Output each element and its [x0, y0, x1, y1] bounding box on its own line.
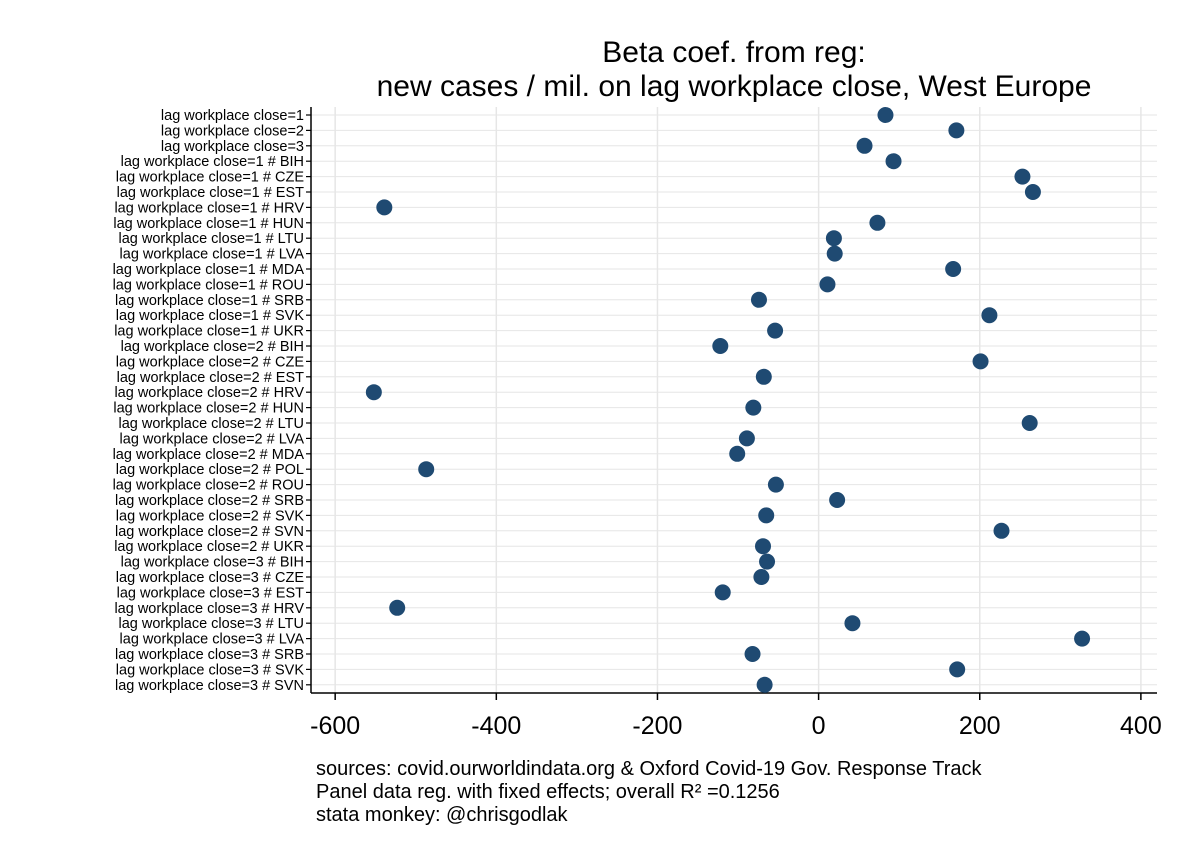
y-tick-label: lag workplace close=2 # HUN: [113, 401, 304, 417]
y-tick-label: lag workplace close=1 # SRB: [115, 293, 304, 309]
data-point: [885, 153, 902, 170]
y-tick-label: lag workplace close=3: [161, 139, 304, 155]
data-point: [714, 584, 731, 601]
y-tick-label: lag workplace close=2 # ROU: [113, 478, 304, 494]
y-tick-label: lag workplace close=2 # SRB: [115, 493, 304, 509]
data-point: [767, 476, 784, 493]
y-tick-label: lag workplace close=3 # SVK: [116, 662, 305, 678]
data-point: [1074, 630, 1091, 647]
y-tick-label: lag workplace close=2 # BIH: [121, 339, 304, 355]
data-point: [1024, 184, 1041, 200]
x-tick-label: 400: [1120, 712, 1162, 740]
data-point: [744, 646, 761, 662]
data-point: [844, 615, 861, 632]
data-point: [949, 661, 966, 678]
y-tick-label: lag workplace close=1 # BIH: [121, 154, 304, 170]
y-tick-label: lag workplace close=1 # HRV: [114, 200, 304, 216]
y-tick-label: lag workplace close=2 # MDA: [113, 447, 305, 463]
y-tick-label: lag workplace close=2: [161, 123, 304, 139]
y-tick-label: lag workplace close=3 # LVA: [120, 632, 305, 648]
data-point: [945, 261, 962, 277]
data-point: [758, 507, 775, 524]
data-point: [756, 676, 773, 693]
y-tick-label: lag workplace close=3 # EST: [117, 585, 305, 601]
data-point: [948, 122, 965, 139]
y-tick-label: lag workplace close=3 # LTU: [118, 616, 304, 632]
chart-title-line-1: Beta coef. from reg:: [602, 36, 865, 69]
y-tick-label: lag workplace close=2 # CZE: [116, 354, 305, 370]
data-point: [365, 384, 382, 401]
data-point: [755, 538, 772, 555]
data-point: [418, 461, 435, 478]
y-tick-label: lag workplace close=3 # CZE: [116, 570, 305, 586]
data-point: [829, 492, 846, 508]
x-tick-label: -600: [310, 712, 360, 740]
x-tick-label: 200: [959, 712, 1001, 740]
y-tick-label: lag workplace close=2 # POL: [116, 462, 304, 478]
data-point: [745, 399, 762, 416]
model-note: Panel data reg. with fixed effects; over…: [316, 781, 780, 803]
data-point: [877, 107, 894, 123]
y-tick-label: lag workplace close=1 # UKR: [114, 324, 304, 340]
y-tick-label: lag workplace close=2 # UKR: [114, 539, 304, 555]
y-tick-label: lag workplace close=1 # SVK: [116, 308, 305, 324]
data-point: [755, 368, 772, 385]
y-tick-label: lag workplace close=2 # SVK: [116, 508, 305, 524]
data-point: [753, 569, 770, 585]
y-tick-label: lag workplace close=2 # EST: [117, 370, 305, 386]
data-point: [869, 214, 886, 231]
data-point: [376, 199, 393, 216]
chart-title-line-2: new cases / mil. on lag workplace close,…: [377, 70, 1092, 103]
gridlines: [311, 107, 1157, 693]
data-point: [993, 522, 1010, 539]
y-tick-label: lag workplace close=2 # LTU: [118, 416, 304, 432]
y-tick-label: lag workplace close=1 # LTU: [118, 231, 304, 247]
data-point: [738, 430, 755, 447]
data-point: [856, 137, 873, 154]
y-tick-label: lag workplace close=3 # SRB: [115, 647, 304, 663]
data-point: [819, 276, 836, 293]
x-tick-labels: -600 -400 -200 0 200 400: [310, 712, 1162, 740]
x-tick-label: -200: [632, 712, 682, 740]
y-tick-label: lag workplace close=1 # ROU: [113, 277, 304, 293]
y-tick-label: lag workplace close=1 # HUN: [113, 216, 304, 232]
y-tick-label: lag workplace close=1 # LVA: [120, 247, 305, 263]
data-point: [981, 307, 998, 324]
data-point: [767, 322, 784, 339]
x-tick-label: 0: [812, 712, 826, 740]
y-tick-label: lag workplace close=3 # HRV: [114, 601, 304, 617]
data-point: [389, 599, 406, 616]
y-tick-label: lag workplace close=2 # HRV: [114, 385, 304, 401]
credit-note: stata monkey: @chrisgodlak: [316, 804, 568, 826]
axes: [306, 107, 1157, 700]
source-note: sources: covid.ourworldindata.org & Oxfo…: [316, 758, 982, 780]
data-point: [826, 245, 843, 262]
data-point: [825, 230, 842, 247]
x-tick-label: -400: [471, 712, 521, 740]
y-tick-label: lag workplace close=1: [161, 108, 304, 124]
y-tick-label: lag workplace close=3 # SVN: [115, 678, 304, 694]
data-point: [972, 353, 989, 370]
y-tick-label: lag workplace close=1 # MDA: [113, 262, 305, 278]
y-tick-label: lag workplace close=2 # LVA: [120, 431, 305, 447]
data-point: [1014, 168, 1031, 185]
data-point: [729, 445, 746, 462]
data-points: [365, 107, 1091, 693]
data-point: [1021, 415, 1038, 431]
data-point: [759, 553, 776, 570]
y-tick-label: lag workplace close=1 # EST: [117, 185, 305, 201]
y-tick-label: lag workplace close=3 # BIH: [121, 555, 304, 571]
data-point: [712, 338, 729, 354]
y-tick-label: lag workplace close=2 # SVN: [115, 524, 304, 540]
y-tick-label: lag workplace close=1 # CZE: [116, 170, 305, 186]
data-point: [750, 291, 767, 308]
